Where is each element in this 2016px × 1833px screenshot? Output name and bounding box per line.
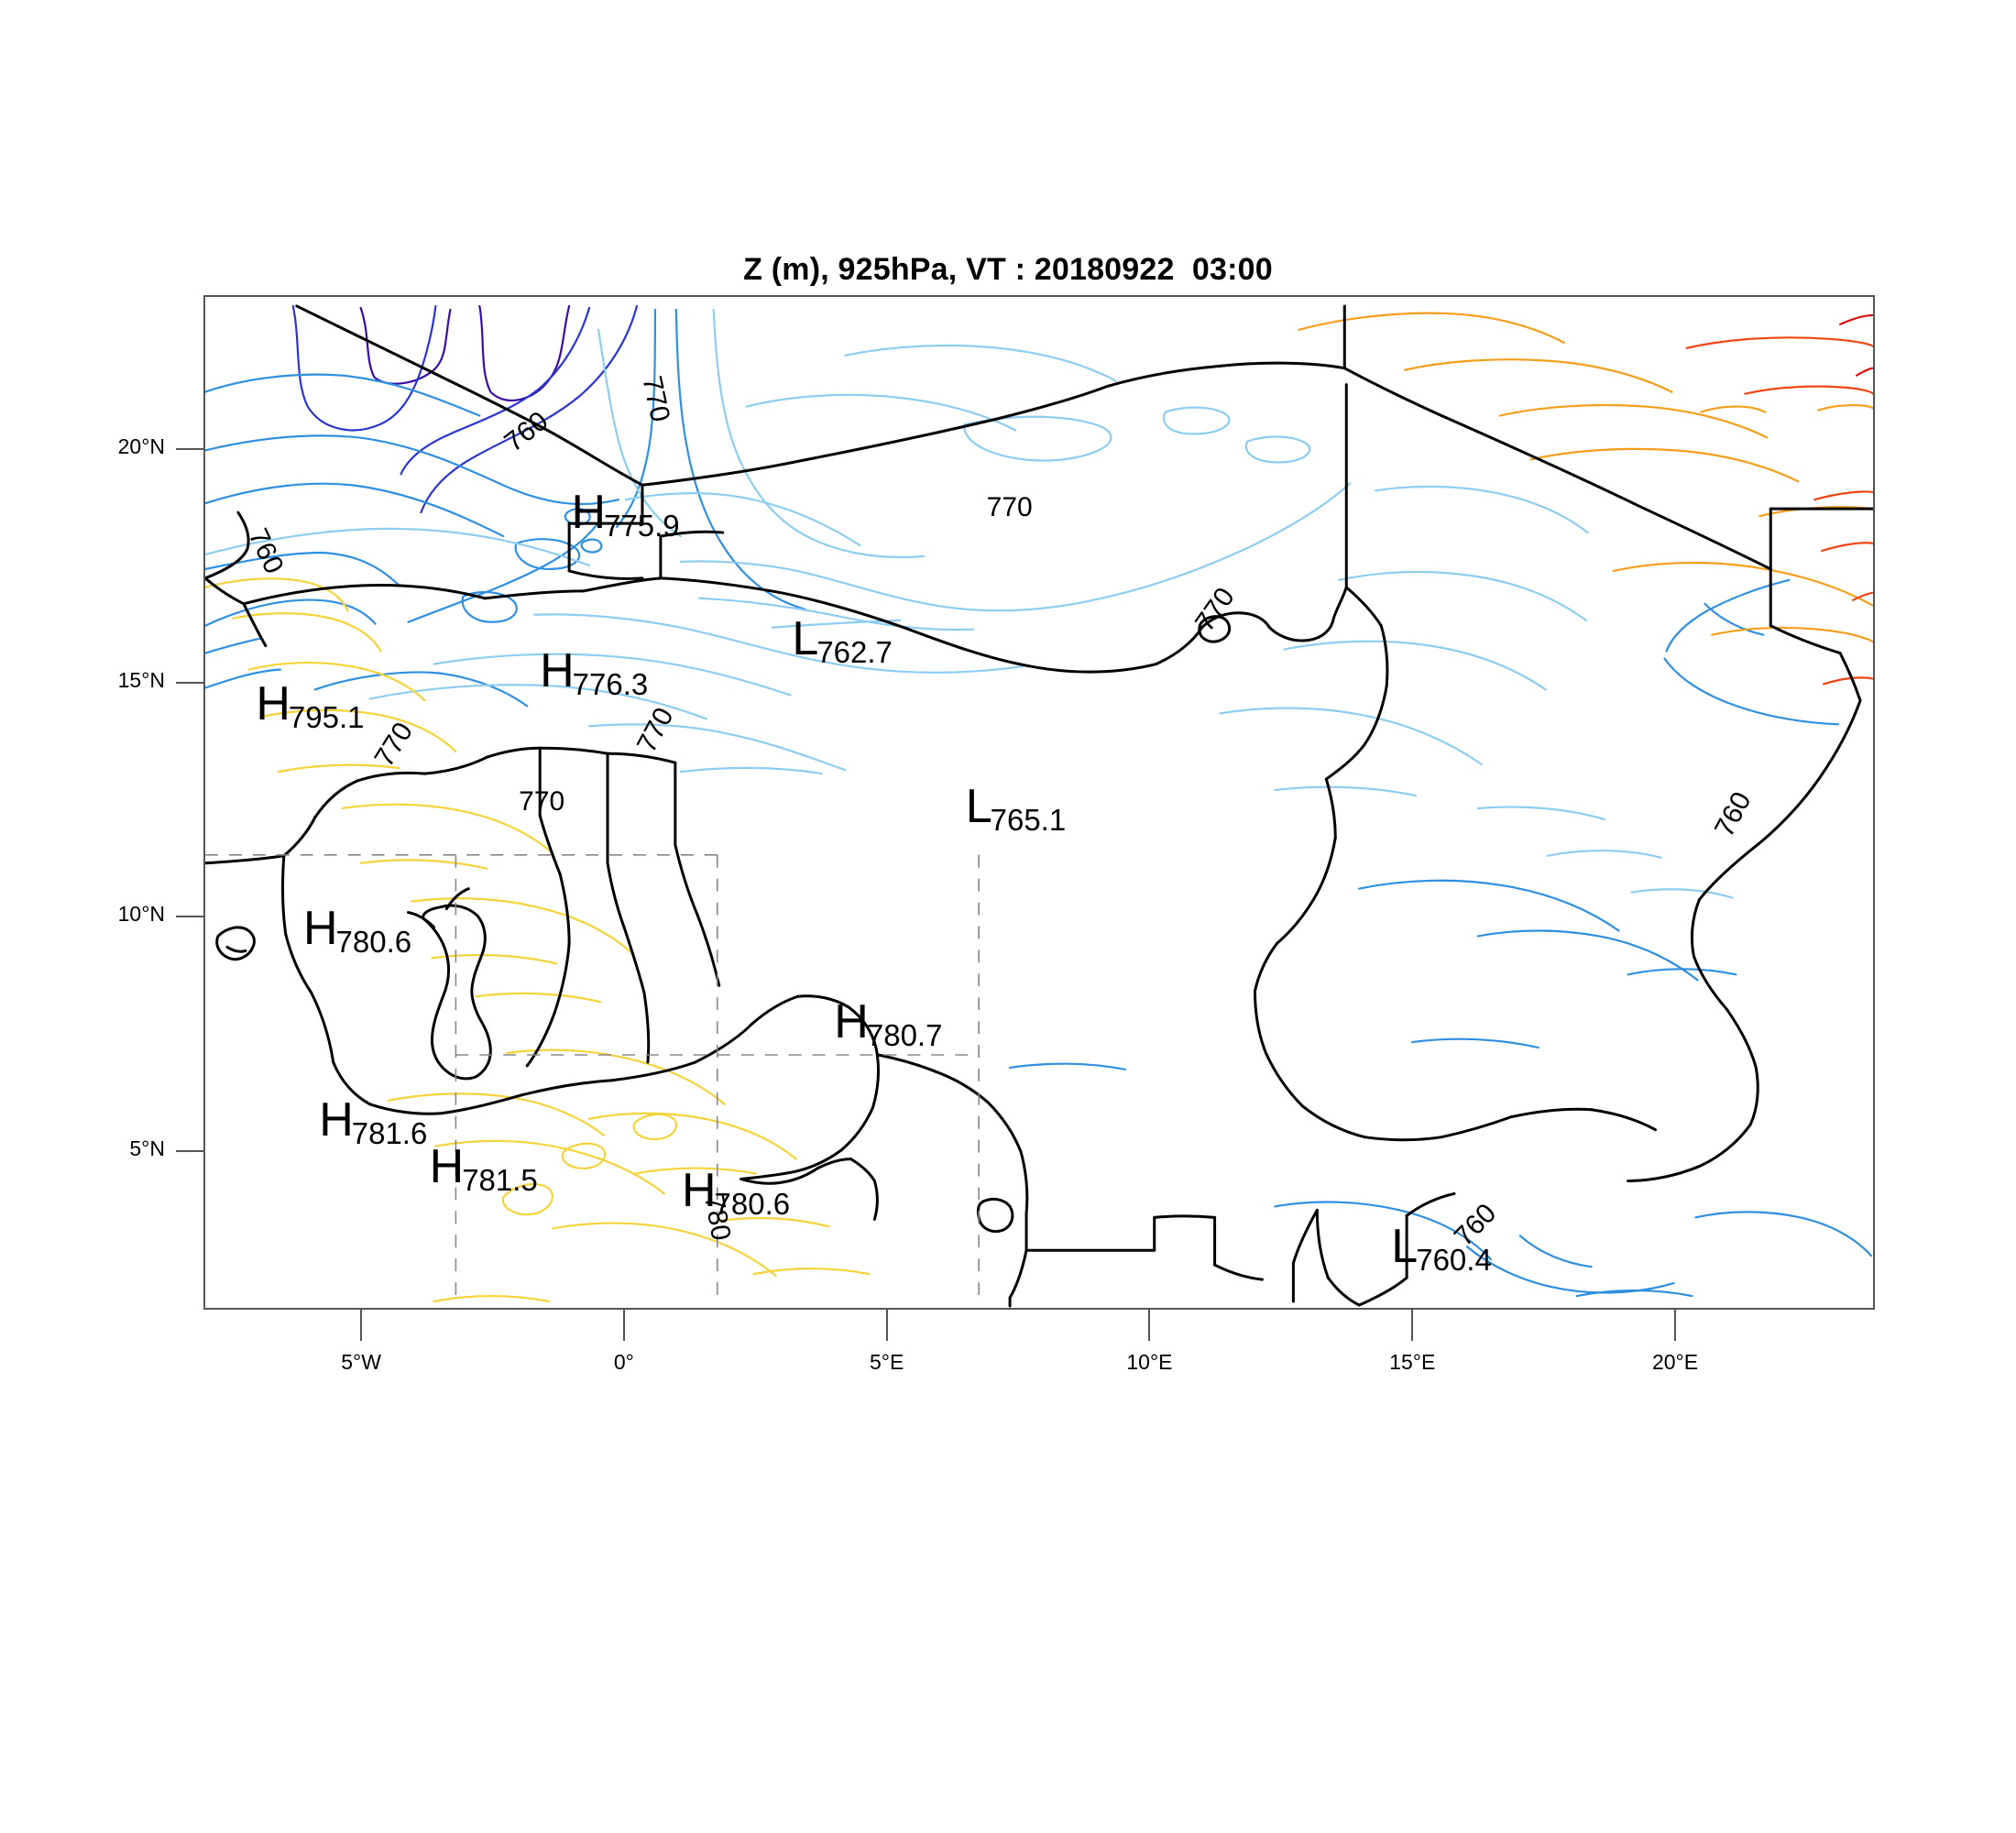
x-tick-label: 20°E [1651, 1350, 1699, 1374]
contour-790 [1298, 312, 1873, 643]
x-tick-mark [1674, 1310, 1677, 1341]
low-center-marker: L762.7 [792, 611, 894, 667]
y-tick-mark [176, 682, 203, 685]
lake-chad [1198, 615, 1232, 643]
extremum-symbol: H [319, 1093, 354, 1147]
x-tick-mark [1148, 1310, 1151, 1341]
y-tick-mark [176, 916, 203, 918]
high-center-marker: H781.6 [319, 1093, 429, 1148]
extremum-symbol: H [429, 1140, 465, 1194]
contour-label: 770 [986, 491, 1033, 522]
contour-780 [205, 577, 871, 1303]
high-center-marker: H776.3 [540, 644, 650, 699]
high-center-marker: H795.1 [256, 677, 366, 732]
extremum-value: 795.1 [288, 700, 365, 735]
y-tick-label: 5°N [129, 1136, 165, 1160]
x-tick-label: 15°E [1389, 1350, 1436, 1374]
contour-810 [1838, 313, 1873, 377]
lake-volta [421, 904, 492, 1081]
x-tick-label: 5°W [341, 1350, 381, 1374]
y-tick-label: 20°N [117, 434, 165, 459]
island-west [215, 926, 256, 961]
contour-740 [359, 304, 571, 401]
contour-800 [1685, 336, 1873, 686]
contour-760-east [1008, 578, 1873, 1298]
y-tick-label: 15°N [117, 668, 165, 693]
border-north-diagonal [295, 304, 565, 441]
map-boundaries [205, 304, 1873, 1308]
high-center-marker: H780.7 [834, 994, 944, 1050]
map-plot-area[interactable] [203, 295, 1875, 1310]
high-center-marker: H775.9 [571, 485, 682, 541]
low-center-marker: L760.4 [1391, 1219, 1494, 1275]
extremum-symbol: H [681, 1163, 717, 1217]
y-tick-label: 10°N [117, 902, 165, 927]
extremum-symbol: L [965, 780, 992, 834]
extremum-symbol: H [540, 644, 575, 698]
extremum-symbol: L [792, 611, 819, 665]
x-tick-label: 5°E [869, 1350, 904, 1374]
high-center-marker: H780.6 [302, 901, 413, 957]
x-tick-label: 10°E [1126, 1350, 1173, 1374]
x-tick-mark [1411, 1310, 1414, 1341]
contour-760 [205, 308, 806, 708]
high-center-marker: H781.5 [429, 1140, 540, 1195]
extremum-value: 760.4 [1416, 1242, 1492, 1277]
x-tick-mark [360, 1310, 363, 1341]
high-center-marker: H780.6 [681, 1163, 792, 1219]
x-tick-label: 0° [613, 1350, 634, 1374]
extremum-symbol: H [302, 901, 338, 955]
map-canvas [205, 304, 1873, 1308]
y-tick-mark [176, 448, 203, 451]
contour-label: 770 [519, 786, 565, 818]
extremum-value: 765.1 [990, 803, 1067, 838]
extremum-value: 762.7 [816, 634, 893, 669]
extremum-value: 776.3 [572, 667, 649, 702]
extremum-value: 775.9 [604, 508, 680, 543]
x-tick-mark [885, 1310, 888, 1341]
low-center-marker: L765.1 [965, 780, 1068, 835]
island-bioko [976, 1197, 1014, 1233]
page-title: Z (m), 925hPa, VT : 20180922 03:00 [743, 252, 1273, 287]
extremum-symbol: H [571, 485, 607, 539]
extremum-value: 780.6 [714, 1186, 791, 1221]
extremum-value: 781.5 [462, 1163, 538, 1198]
extremum-value: 780.6 [335, 924, 412, 959]
y-tick-mark [176, 1149, 203, 1152]
contour-770 [205, 308, 1734, 899]
extremum-value: 780.7 [866, 1017, 943, 1052]
extremum-value: 781.6 [351, 1116, 428, 1151]
extremum-symbol: H [834, 994, 869, 1048]
graticule-dashed [205, 853, 980, 1307]
extremum-symbol: H [256, 677, 290, 731]
extremum-symbol: L [1391, 1219, 1419, 1273]
x-tick-mark [622, 1310, 625, 1341]
